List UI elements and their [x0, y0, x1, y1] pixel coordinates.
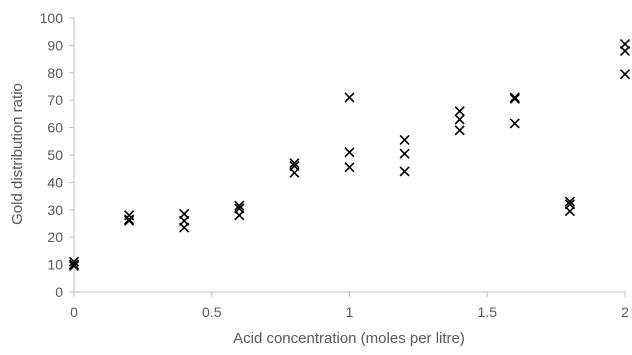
y-tick-label: 0 — [55, 284, 63, 300]
y-tick-label: 30 — [47, 202, 63, 218]
x-tick-label: 0.5 — [202, 304, 222, 320]
x-tick-label: 0 — [70, 304, 78, 320]
data-point — [68, 256, 80, 267]
data-point — [234, 200, 245, 211]
y-tick-label: 40 — [47, 174, 63, 190]
data-point — [564, 206, 575, 217]
data-point-stroke — [454, 106, 465, 117]
data-point-stroke — [454, 125, 465, 136]
x-tick-label: 2 — [621, 304, 629, 320]
data-point-stroke — [344, 162, 355, 173]
x-tick-label: 1 — [346, 304, 354, 320]
data-point — [68, 260, 80, 272]
data-point — [399, 148, 410, 159]
data-point — [399, 166, 410, 177]
data-point — [509, 92, 520, 103]
data-point — [344, 147, 355, 158]
data-point-stroke — [564, 206, 575, 217]
data-point — [124, 214, 135, 225]
y-tick-label: 50 — [47, 147, 63, 163]
data-point — [124, 215, 135, 226]
data-point-stroke — [509, 93, 520, 104]
data-point — [234, 210, 245, 221]
data-point — [509, 93, 520, 104]
data-point-stroke — [289, 167, 300, 178]
x-axis-title: Acid concentration (moles per litre) — [233, 330, 465, 347]
data-point-stroke — [509, 92, 520, 103]
y-tick-label: 20 — [47, 229, 63, 245]
data-point — [454, 106, 465, 117]
data-point-stroke — [344, 92, 355, 103]
data-point — [454, 114, 465, 125]
y-tick-label: 90 — [47, 37, 63, 53]
data-point — [619, 69, 631, 80]
y-tick-label: 80 — [47, 65, 63, 81]
data-point — [179, 222, 190, 233]
data-point — [619, 45, 631, 56]
y-tick-label: 10 — [47, 257, 63, 273]
data-point-stroke — [619, 45, 631, 56]
data-point-stroke — [68, 259, 80, 270]
data-point — [399, 134, 410, 145]
data-point-stroke — [179, 222, 190, 233]
tick-labels: 0 10 20 30 40 50 60 70 80 90 100 0 0.5 1 1.5 2 — [40, 10, 629, 320]
data-point-stroke — [289, 158, 300, 169]
y-tick-label: 60 — [47, 120, 63, 136]
data-point-stroke — [68, 256, 80, 267]
data-point-stroke — [399, 166, 410, 177]
data-point-stroke — [564, 196, 575, 207]
y-tick-label: 70 — [47, 92, 63, 108]
data-point — [344, 162, 355, 173]
data-point-stroke — [68, 260, 80, 272]
data-points — [68, 38, 631, 272]
data-point — [344, 92, 355, 103]
data-point-stroke — [124, 215, 135, 226]
y-axis-title: Gold distribution ratio — [9, 83, 26, 225]
data-point — [454, 125, 465, 136]
axes — [69, 17, 626, 297]
data-point-stroke — [454, 114, 465, 125]
data-point-stroke — [399, 134, 410, 145]
data-point — [564, 196, 575, 207]
x-tick-label: 1.5 — [478, 304, 498, 320]
data-point-stroke — [344, 147, 355, 158]
data-point — [289, 167, 300, 178]
data-point — [68, 259, 80, 270]
data-point-stroke — [509, 118, 520, 129]
data-point — [289, 158, 300, 169]
data-point — [509, 118, 520, 129]
data-point-stroke — [234, 210, 245, 221]
data-point-stroke — [619, 69, 631, 80]
data-point-stroke — [124, 214, 135, 225]
data-point-stroke — [399, 148, 410, 159]
y-tick-label: 100 — [40, 10, 64, 26]
data-point-stroke — [234, 200, 245, 211]
